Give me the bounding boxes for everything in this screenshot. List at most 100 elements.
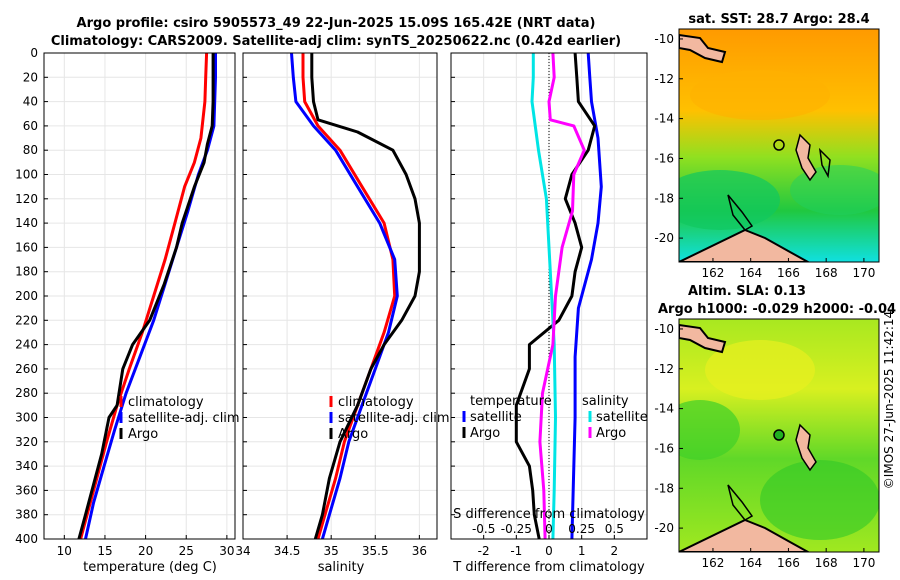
x-tick-label: 36 — [412, 544, 427, 558]
sla-map: Altim. SLA: 0.13 Argo h1000: -0.029 h200… — [654, 284, 896, 570]
map-y-tick-label: -14 — [654, 402, 674, 416]
map-x-tick-label: 170 — [852, 556, 875, 570]
map-y-tick-label: -16 — [654, 151, 674, 165]
sst-map-title: sat. SST: 28.7 Argo: 28.4 — [688, 12, 869, 27]
y-tick-label: 60 — [23, 119, 38, 133]
map-x-tick-label: 166 — [777, 266, 800, 280]
y-tick-label: 260 — [15, 362, 38, 376]
map-x-tick-label: 168 — [815, 266, 838, 280]
sla-land-solomons — [679, 323, 727, 354]
sla-low-patch — [679, 400, 740, 460]
map-y-tick-label: -16 — [654, 441, 674, 455]
map-x-tick-label: 162 — [702, 556, 725, 570]
x-tick-label: 34 — [235, 544, 250, 558]
y-tick-label: 240 — [15, 338, 38, 352]
legend-title-salinity: salinity — [582, 394, 629, 409]
sst-land-new-caledonia — [679, 228, 811, 262]
sla-high-patch — [705, 340, 815, 400]
y-tick-label: 280 — [15, 386, 38, 400]
title-line-1: Argo profile: csiro 5905573_49 22-Jun-20… — [77, 16, 596, 31]
y-tick-label: 380 — [15, 508, 38, 522]
y-tick-label: 360 — [15, 483, 38, 497]
temperature-xlabel: temperature (deg C) — [83, 560, 217, 575]
map-y-tick-label: -20 — [654, 231, 674, 245]
map-x-tick-label: 168 — [815, 556, 838, 570]
legend-label-argo: Argo — [128, 427, 158, 442]
sla-argo-marker — [773, 429, 785, 441]
series-line-argo — [77, 53, 215, 540]
map-y-tick-label: -18 — [654, 191, 674, 205]
legend-label-argo-s: Argo — [596, 426, 626, 441]
copyright-stamp: ©IMOS 27-Jun-2025 11:42:14 — [882, 311, 896, 489]
salinity-xlabel: salinity — [318, 560, 365, 575]
map-x-tick-label: 170 — [852, 266, 875, 280]
map-x-tick-label: 164 — [739, 266, 762, 280]
series-line-argo-s — [538, 52, 586, 540]
series-line-climatology — [79, 52, 209, 540]
temperature-legend: climatology satellite-adj. clim Argo — [119, 395, 240, 442]
series-line-argo-t — [514, 52, 597, 540]
sst-cool-patch — [679, 170, 780, 230]
sst-argo-marker — [773, 139, 785, 151]
x-tick-label: 35 — [324, 544, 339, 558]
salinity-panel: 34 34.5 35 35.5 36 — [235, 52, 438, 558]
y-tick-label: 120 — [15, 192, 38, 206]
y-tick-label: 80 — [23, 143, 38, 157]
x-tick-label: 25 — [179, 544, 194, 558]
difference-panel: -2 -1 0 1 2 -0.5 -0.25 0 0.25 0.5 — [450, 52, 648, 558]
legend-label-climatology: climatology — [128, 395, 204, 410]
x-tick-label: 30 — [219, 544, 234, 558]
sla-low-patch-south — [760, 460, 879, 540]
sst-ticks: 162 164 166 168 170 -10 -12 -14 -16 -18 -20 — [654, 32, 875, 280]
sla-reef-newcal — [727, 484, 754, 521]
legend-label-argo-t: Argo — [470, 426, 500, 441]
x2-tick-label: -0.25 — [501, 522, 532, 536]
y-tick-label: 20 — [23, 70, 38, 84]
x-tick-label: 15 — [97, 544, 112, 558]
series-line-satellite-t — [570, 52, 603, 540]
s-difference-xlabel: S difference from climatology — [453, 507, 645, 522]
map-x-tick-label: 166 — [777, 556, 800, 570]
x-tick-label: 2 — [611, 544, 619, 558]
title-line-2: Climatology: CARS2009. Satellite-adj cli… — [51, 34, 621, 49]
x2-tick-label: -0.5 — [472, 522, 495, 536]
y-tick-label: 400 — [15, 532, 38, 546]
x-tick-label: 35.5 — [362, 544, 389, 558]
x-tick-label: 1 — [578, 544, 586, 558]
map-y-tick-label: -12 — [654, 362, 674, 376]
legend-label-satellite-t: satellite — [470, 410, 522, 425]
legend-label-satellite-s: satellite — [596, 410, 648, 425]
y-tick-label: 40 — [23, 95, 38, 109]
sla-map-subtitle: Argo h1000: -0.029 h2000: -0.04 — [658, 302, 896, 317]
sst-map: sat. SST: 28.7 Argo: 28.4 162 164 166 168 17… — [654, 12, 880, 280]
series-line-satellite-s — [530, 53, 557, 540]
sst-land-solomons — [679, 33, 727, 64]
x2-tick-label: 0.25 — [568, 522, 595, 536]
temperature-panel: 10 15 20 25 30020406080100120140160180200220… — [15, 46, 236, 558]
t-difference-xlabel: T difference from climatology — [452, 560, 645, 575]
legend-label-satellite: satellite-adj. clim — [128, 411, 240, 426]
series-line-satellite-adj-clim — [290, 52, 399, 540]
sst-land-vanuatu — [795, 133, 817, 182]
x-tick-label: 0 — [545, 544, 553, 558]
x-tick-label: 10 — [57, 544, 72, 558]
difference-legend: temperature satellite Argo salinity sate… — [462, 394, 648, 441]
map-y-tick-label: -20 — [654, 521, 674, 535]
map-x-tick-label: 162 — [702, 266, 725, 280]
y-tick-label: 180 — [15, 265, 38, 279]
y-tick-label: 160 — [15, 240, 38, 254]
sst-reef-newcal — [727, 194, 754, 231]
sla-land-vanuatu — [795, 423, 817, 472]
legend-label-argo: Argo — [338, 427, 368, 442]
y-tick-label: 300 — [15, 411, 38, 425]
map-y-tick-label: -10 — [654, 32, 674, 46]
x-tick-label: -2 — [478, 544, 490, 558]
map-x-tick-label: 164 — [739, 556, 762, 570]
map-y-tick-label: -12 — [654, 72, 674, 86]
x2-tick-label: 0 — [545, 522, 553, 536]
x-tick-label: 20 — [138, 544, 153, 558]
sla-ticks: 162 164 166 168 170 -10 -12 -14 -16 -18 -20 — [654, 322, 875, 570]
y-tick-label: 320 — [15, 435, 38, 449]
sla-map-frame — [678, 318, 880, 553]
